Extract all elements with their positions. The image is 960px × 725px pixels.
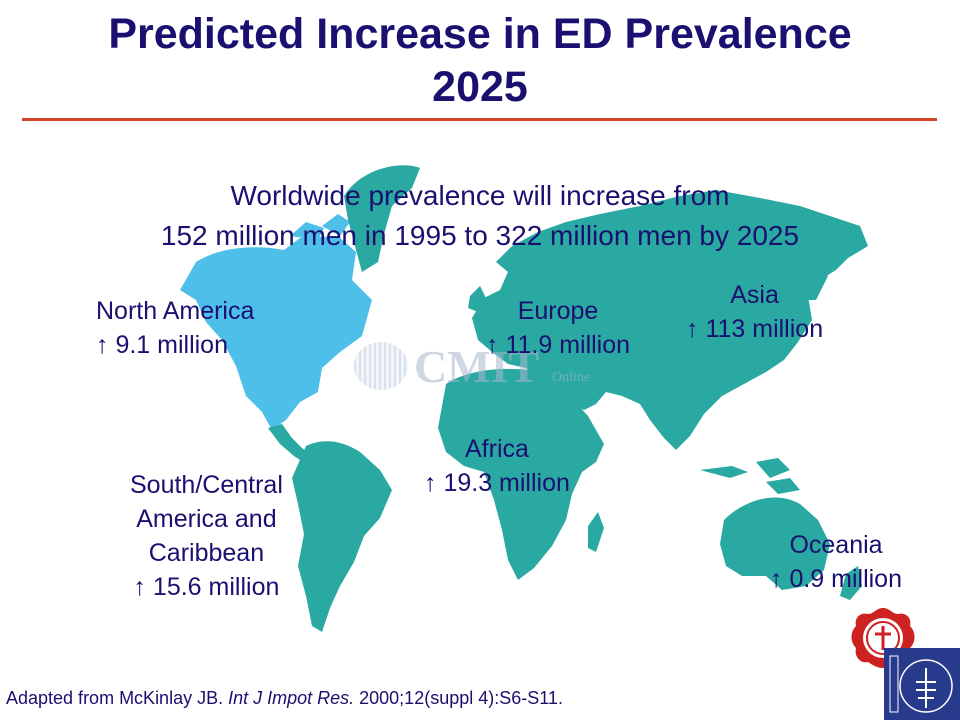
subtitle: Worldwide prevalence will increase from … — [60, 176, 900, 256]
region-value: ↑ 11.9 million — [486, 331, 631, 359]
region-name: Asia — [730, 281, 779, 309]
new-zealand-shape — [840, 566, 862, 600]
title-line-1: Predicted Increase in ED Prevalence — [108, 10, 852, 58]
globe-icon — [354, 342, 408, 390]
region-south-america: South/Central America and Caribbean ↑ 15… — [130, 468, 283, 604]
region-asia: Asia ↑ 113 million — [686, 278, 823, 346]
cmit-watermark: CMIT Online — [352, 340, 622, 396]
region-value: ↑ 0.9 million — [770, 565, 902, 593]
region-value: ↑ 113 million — [686, 315, 824, 343]
region-europe: Europe ↑ 11.9 million — [486, 294, 630, 362]
greenland-shape — [344, 165, 420, 272]
citation-journal: Int J Impot Res. — [228, 688, 355, 708]
south-america-shape — [292, 441, 392, 632]
region-name: Oceania — [789, 531, 883, 559]
africa-shape — [438, 368, 604, 580]
australia-shape — [720, 497, 830, 590]
region-value: ↑ 19.3 million — [424, 469, 570, 497]
canada-islands-shape — [290, 214, 350, 240]
madagascar-shape — [588, 512, 604, 552]
region-value: ↑ 9.1 million — [96, 331, 228, 359]
watermark-subtext: Online — [552, 370, 591, 385]
central-america-shape — [268, 424, 312, 464]
region-name-line-3: Caribbean — [148, 539, 265, 567]
britain-shape — [468, 286, 486, 312]
watermark-text: CMIT — [414, 341, 540, 392]
region-name: Europe — [517, 297, 599, 325]
region-name-line-1: South/Central — [130, 471, 283, 499]
title-divider — [22, 118, 937, 121]
university-badge-icon — [884, 648, 960, 720]
region-value: ↑ 15.6 million — [133, 573, 280, 601]
region-name: Africa — [465, 435, 529, 463]
north-america-shape — [180, 236, 372, 430]
eurasia-shape — [472, 190, 868, 450]
indonesia-shape — [700, 458, 800, 494]
subtitle-line-1: Worldwide prevalence will increase from — [230, 180, 730, 211]
badge-emblem-icon — [889, 655, 953, 713]
citation: Adapted from McKinlay JB. Int J Impot Re… — [6, 688, 563, 709]
japan-shape — [806, 270, 828, 300]
region-africa: Africa ↑ 19.3 million — [424, 432, 570, 500]
title-line-2: 2025 — [432, 63, 528, 111]
subtitle-line-2: 152 million men in 1995 to 322 million m… — [160, 220, 800, 251]
citation-prefix: Adapted from McKinlay JB. — [6, 688, 229, 708]
citation-suffix: 2000;12(suppl 4):S6-S11. — [354, 688, 563, 708]
region-name-line-2: America and — [136, 505, 277, 533]
slide-title: Predicted Increase in ED Prevalence 2025 — [0, 8, 960, 114]
region-oceania: Oceania ↑ 0.9 million — [770, 528, 902, 596]
region-name: North America — [96, 297, 255, 325]
region-north-america: North America ↑ 9.1 million — [96, 294, 254, 362]
